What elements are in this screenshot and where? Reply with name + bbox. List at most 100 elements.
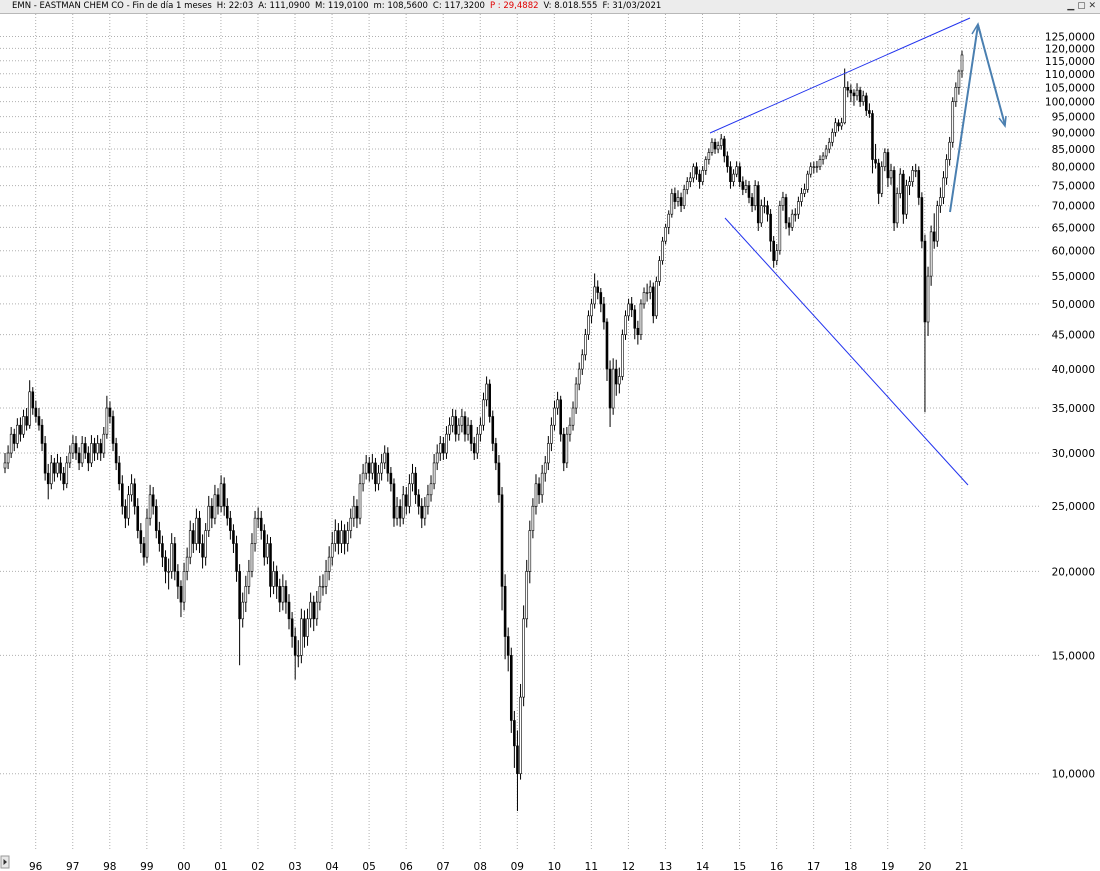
candle-body	[485, 383, 488, 401]
candle-body	[738, 166, 742, 183]
x-tick-label: 00	[177, 861, 190, 871]
candle-body	[250, 543, 254, 572]
candle-body	[287, 601, 291, 620]
candle-body	[451, 416, 454, 426]
candle-body	[9, 433, 13, 454]
candle-body	[957, 70, 961, 88]
candle-body	[22, 416, 25, 435]
candle-body	[861, 95, 865, 102]
candle-body	[939, 197, 942, 207]
candle-body	[676, 197, 680, 202]
candle-body	[167, 571, 170, 573]
candle-body	[414, 472, 417, 496]
candle-body	[53, 462, 56, 474]
candle-body	[179, 586, 183, 603]
candle-body	[951, 101, 955, 143]
candle-body	[698, 173, 701, 183]
candle-body	[142, 543, 146, 558]
candle-body	[787, 222, 791, 228]
candle-body	[846, 87, 850, 91]
candle-body	[454, 416, 458, 435]
candle-body	[753, 185, 757, 207]
candle-body	[330, 543, 334, 558]
candle-body	[562, 433, 566, 464]
forecast-arrow	[949, 24, 1006, 213]
candle-body	[775, 250, 779, 261]
candle-body	[790, 213, 794, 228]
candle-body	[201, 543, 204, 558]
x-tick-label: 17	[807, 861, 820, 871]
window-buttons[interactable]: ▁ ▢ ✕	[1067, 1, 1096, 11]
candle-body	[902, 173, 905, 215]
candle-body	[534, 483, 538, 507]
candle-body	[420, 505, 424, 519]
header-field: F: 31/03/2021	[602, 1, 662, 11]
candle-body	[127, 494, 130, 519]
candle-body	[571, 407, 575, 426]
candle-body	[889, 170, 893, 179]
candle-body	[284, 586, 288, 603]
candle-body	[685, 181, 689, 190]
candle-body	[457, 424, 461, 435]
candle-body	[244, 586, 248, 603]
candle-body	[627, 303, 630, 317]
candle-body	[426, 494, 430, 507]
candle-body	[547, 443, 550, 464]
candle-body	[293, 636, 297, 656]
candle-body	[241, 601, 245, 620]
candle-body	[139, 530, 143, 544]
x-tick-label: 09	[511, 861, 524, 871]
y-tick-label: 35,0000	[1052, 403, 1095, 415]
candle-body	[43, 443, 47, 474]
candle-body	[367, 462, 371, 474]
candle-body	[818, 159, 822, 168]
candle-body	[868, 110, 871, 114]
candle-body	[614, 368, 618, 385]
candle-body	[679, 197, 683, 207]
candle-body	[6, 452, 10, 464]
candle-body	[673, 193, 677, 202]
candle-body	[883, 152, 887, 168]
candle-body	[550, 424, 553, 444]
candle-body	[945, 159, 948, 179]
candle-body	[105, 407, 109, 435]
candle-body	[593, 286, 596, 305]
candle-body	[599, 292, 603, 305]
candle-body	[62, 472, 65, 485]
header-field: M: 119,0100	[315, 1, 369, 11]
candle-body	[633, 309, 637, 329]
scroll-arrow	[3, 859, 7, 865]
candle-body	[917, 170, 921, 198]
candle-body	[479, 424, 482, 435]
candle-body	[509, 655, 513, 721]
candle-body	[713, 141, 717, 150]
y-tick-label: 30,0000	[1052, 448, 1095, 460]
x-tick-label: 07	[437, 861, 450, 871]
candle-body	[364, 462, 368, 474]
y-tick-label: 70,0000	[1052, 201, 1095, 213]
header-field: V: 8.018.555	[543, 1, 598, 11]
trend-line	[709, 17, 971, 134]
candle-body	[519, 696, 522, 775]
candle-body	[914, 170, 917, 172]
candle-body	[389, 472, 393, 485]
candle-body	[741, 181, 745, 190]
candle-body	[275, 571, 278, 587]
candle-body	[584, 334, 587, 356]
candle-body	[25, 416, 28, 426]
candle-body	[645, 292, 649, 294]
candle-body	[259, 517, 263, 531]
candle-body	[864, 95, 868, 111]
candle-body	[352, 505, 356, 519]
header-title: EMN - EASTMAN CHEM CO - Fin de día 1 mes…	[12, 1, 212, 11]
x-tick-label: 05	[362, 861, 375, 871]
y-tick-label: 75,0000	[1052, 181, 1095, 193]
candle-body	[898, 173, 902, 194]
x-tick-label: 99	[140, 861, 153, 871]
candle-body	[540, 472, 544, 496]
candle-body	[506, 636, 510, 656]
candle-body	[198, 517, 201, 544]
candle-body	[500, 494, 504, 587]
candle-body	[133, 483, 136, 507]
candle-body	[164, 556, 167, 572]
